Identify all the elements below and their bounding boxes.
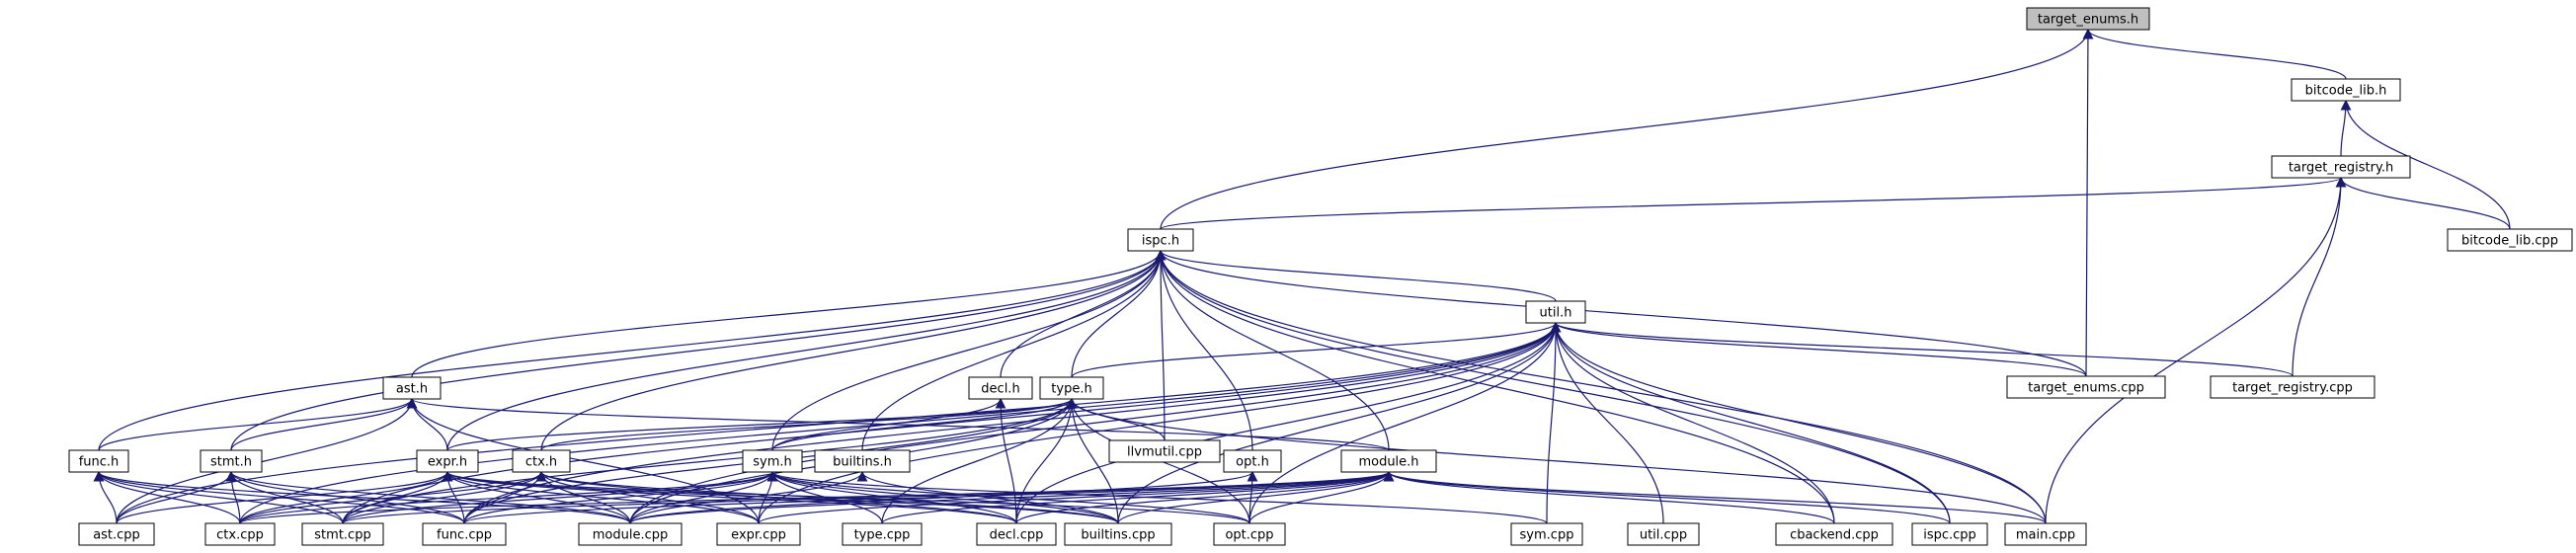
node-label: type.h bbox=[1051, 382, 1091, 397]
node-sym-cpp[interactable]: sym.cpp bbox=[1511, 523, 1582, 545]
node-label: util.cpp bbox=[1640, 528, 1687, 543]
node-func-h[interactable]: func.h bbox=[69, 450, 128, 472]
node-label: ispc.h bbox=[1142, 234, 1179, 249]
edge-bitcode-lib-cpp-to-target-registry-h bbox=[2337, 178, 2511, 229]
node-label: target_registry.cpp bbox=[2232, 381, 2353, 396]
node-label: ispc.cpp bbox=[1923, 528, 1976, 543]
node-label: stmt.cpp bbox=[314, 528, 370, 543]
node-func-cpp[interactable]: func.cpp bbox=[423, 523, 506, 545]
node-label: func.h bbox=[79, 455, 120, 470]
edge-ispc-h-to-target-registry-h bbox=[1161, 178, 2346, 229]
node-stmt-cpp[interactable]: stmt.cpp bbox=[302, 523, 383, 545]
node-label: util.h bbox=[1540, 306, 1572, 321]
node-expr-h[interactable]: expr.h bbox=[417, 450, 478, 472]
node-cbackend-cpp[interactable]: cbackend.cpp bbox=[1776, 523, 1892, 545]
node-label: target_registry.h bbox=[2289, 161, 2393, 176]
node-label: bitcode_lib.cpp bbox=[2461, 234, 2558, 249]
edge-target-enums-cpp-to-target-enums-h bbox=[2084, 30, 2093, 376]
node-label: type.cpp bbox=[854, 528, 911, 543]
edge-bitcode-lib-h-to-target-enums-h bbox=[2084, 30, 2347, 79]
node-module-cpp[interactable]: module.cpp bbox=[579, 523, 682, 545]
edge-stmt-h-to-ispc-h bbox=[231, 251, 1166, 450]
edge-module-h-to-ispc-h bbox=[1157, 251, 1390, 450]
node-stmt-h[interactable]: stmt.h bbox=[201, 450, 262, 472]
edges-layer bbox=[95, 30, 2511, 523]
node-label: cbackend.cpp bbox=[1790, 528, 1879, 543]
edge-target-registry-cpp-to-util-h bbox=[1552, 323, 2294, 376]
node-label: module.h bbox=[1358, 455, 1418, 470]
edge-main-cpp-to-module-h bbox=[1385, 472, 2047, 523]
node-label: func.cpp bbox=[437, 528, 492, 543]
edge-ctx-cpp-to-sym-h bbox=[240, 472, 777, 523]
node-label: ctx.cpp bbox=[216, 528, 264, 543]
node-ast-cpp[interactable]: ast.cpp bbox=[79, 523, 154, 545]
node-target-registry-cpp[interactable]: target_registry.cpp bbox=[2211, 376, 2375, 398]
node-label: stmt.h bbox=[210, 455, 252, 470]
node-label: expr.cpp bbox=[731, 528, 786, 543]
node-label: ctx.h bbox=[525, 455, 557, 470]
node-builtins-h[interactable]: builtins.h bbox=[815, 450, 910, 472]
node-bitcode-lib-h[interactable]: bitcode_lib.h bbox=[2292, 79, 2400, 101]
nodes-layer: target_enums.h bitcode_lib.h target_regist… bbox=[69, 8, 2572, 545]
edge-main-cpp-to-target-registry-h bbox=[2046, 178, 2346, 523]
node-ispc-h[interactable]: ispc.h bbox=[1128, 229, 1193, 251]
node-label: target_enums.cpp bbox=[2028, 381, 2144, 396]
node-target-registry-h[interactable]: target_registry.h bbox=[2272, 156, 2410, 178]
node-label: expr.h bbox=[428, 455, 467, 470]
node-label: ast.h bbox=[396, 382, 428, 397]
node-type-h[interactable]: type.h bbox=[1040, 377, 1103, 399]
edge-func-h-to-ispc-h bbox=[99, 251, 1166, 450]
edge-decl-cpp-to-util-h bbox=[1016, 323, 1561, 523]
edge-expr-h-to-type-h bbox=[447, 399, 1077, 450]
node-label: decl.cpp bbox=[990, 528, 1044, 543]
node-ctx-cpp[interactable]: ctx.cpp bbox=[205, 523, 275, 545]
node-main-cpp[interactable]: main.cpp bbox=[2005, 523, 2086, 545]
edge-module-h-to-ast-h bbox=[408, 399, 1390, 450]
node-label: sym.cpp bbox=[1520, 528, 1574, 543]
node-ctx-h[interactable]: ctx.h bbox=[513, 450, 570, 472]
edge-expr-h-to-ispc-h bbox=[447, 251, 1166, 450]
node-label: sym.h bbox=[753, 455, 792, 470]
node-label: opt.h bbox=[1236, 455, 1269, 470]
node-module-h[interactable]: module.h bbox=[1341, 450, 1436, 472]
node-label: builtins.h bbox=[833, 455, 892, 470]
edge-ispc-cpp-to-module-h bbox=[1385, 472, 1951, 523]
node-util-cpp[interactable]: util.cpp bbox=[1628, 523, 1699, 545]
node-util-h[interactable]: util.h bbox=[1526, 301, 1585, 323]
edge-util-h-to-ispc-h bbox=[1157, 251, 1557, 301]
node-expr-cpp[interactable]: expr.cpp bbox=[717, 523, 800, 545]
edge-ast-h-to-ispc-h bbox=[412, 251, 1166, 377]
node-label: llvmutil.cpp bbox=[1127, 445, 1202, 460]
node-label: opt.cpp bbox=[1225, 528, 1273, 543]
edge-func-h-to-ast-h bbox=[99, 399, 417, 450]
edge-module-cpp-to-util-h bbox=[630, 323, 1561, 523]
node-opt-cpp[interactable]: opt.cpp bbox=[1214, 523, 1285, 545]
node-builtins-cpp[interactable]: builtins.cpp bbox=[1065, 523, 1171, 545]
edge-cbackend-cpp-to-module-h bbox=[1385, 472, 1835, 523]
node-bitcode-lib-cpp[interactable]: bitcode_lib.cpp bbox=[2448, 229, 2572, 251]
node-decl-cpp[interactable]: decl.cpp bbox=[977, 523, 1056, 545]
node-label: bitcode_lib.h bbox=[2305, 84, 2387, 99]
node-type-cpp[interactable]: type.cpp bbox=[843, 523, 922, 545]
node-target-enums-h[interactable]: target_enums.h bbox=[2027, 8, 2149, 30]
node-label: module.cpp bbox=[593, 528, 669, 543]
node-label: ast.cpp bbox=[93, 528, 140, 543]
node-ispc-cpp[interactable]: ispc.cpp bbox=[1912, 523, 1987, 545]
node-sym-h[interactable]: sym.h bbox=[743, 450, 802, 472]
node-target-enums-cpp[interactable]: target_enums.cpp bbox=[2007, 376, 2165, 398]
node-label: main.cpp bbox=[2016, 528, 2075, 543]
node-label: decl.h bbox=[981, 382, 1019, 397]
node-llvmutil-cpp[interactable]: llvmutil.cpp bbox=[1109, 440, 1220, 462]
node-label: target_enums.h bbox=[2038, 13, 2138, 28]
node-ast-h[interactable]: ast.h bbox=[383, 377, 441, 399]
node-opt-h[interactable]: opt.h bbox=[1224, 450, 1281, 472]
edge-type-h-to-util-h bbox=[1072, 323, 1561, 377]
edge-ispc-h-to-target-enums-h bbox=[1161, 30, 2093, 229]
node-label: builtins.cpp bbox=[1081, 528, 1155, 543]
node-decl-h[interactable]: decl.h bbox=[969, 377, 1032, 399]
